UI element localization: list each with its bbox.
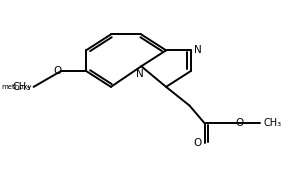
Text: O: O (235, 118, 243, 128)
Text: N: N (136, 69, 144, 79)
Text: O: O (53, 66, 61, 76)
Text: methoxy: methoxy (2, 84, 32, 90)
Text: N: N (194, 45, 202, 55)
Text: CH₃: CH₃ (13, 82, 31, 92)
Text: O: O (193, 138, 201, 148)
Text: CH₃: CH₃ (263, 118, 281, 128)
